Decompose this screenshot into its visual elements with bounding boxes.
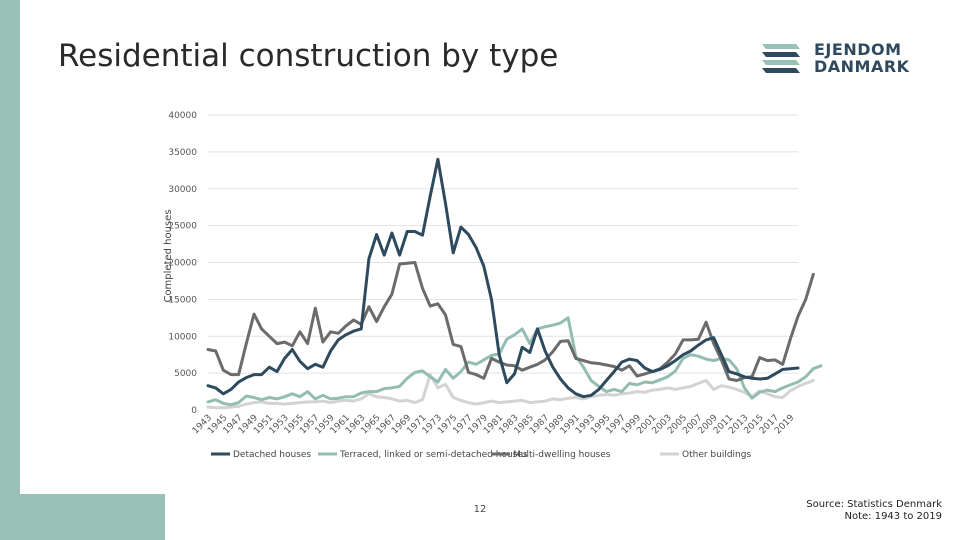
series-line-detached-houses <box>206 157 800 399</box>
y-axis-ticks: 0 5000 10000 15000 20000 25000 30000 35000 40000 <box>168 111 197 416</box>
series-line-other-buildings <box>206 373 815 410</box>
source-note: Source: Statistics Denmark Note: 1943 to… <box>806 499 942 523</box>
legend-item: Terraced, linked or semi-detached houses <box>318 450 528 460</box>
logo-mark-icon <box>762 44 800 73</box>
legend-item: Multi-dwelling houses <box>491 450 611 460</box>
y-tick-label: 10000 <box>168 332 197 342</box>
sidebar-accent <box>0 0 20 540</box>
legend-label: Terraced, linked or semi-detached houses <box>339 450 528 460</box>
legend: Detached houses Terraced, linked or semi-… <box>211 450 751 460</box>
series-line-multi-dwelling-houses <box>206 261 815 382</box>
y-tick-label: 0 <box>191 406 197 416</box>
legend-label: Other buildings <box>682 450 751 460</box>
page-title: Residential construction by type <box>58 38 559 74</box>
legend-item: Detached houses <box>211 450 311 460</box>
y-tick-label: 30000 <box>168 185 197 195</box>
series-lines <box>206 157 823 410</box>
y-tick-label: 20000 <box>168 259 197 269</box>
y-axis-label: Completed houses <box>163 209 174 302</box>
y-tick-label: 40000 <box>168 111 197 121</box>
y-tick-label: 35000 <box>168 148 197 158</box>
logo-line-1: EJENDOM <box>814 40 902 59</box>
note-line: Note: 1943 to 2019 <box>844 511 942 522</box>
corner-accent <box>0 494 165 540</box>
legend-label: Multi-dwelling houses <box>513 450 611 460</box>
source-line: Source: Statistics Denmark <box>806 499 942 510</box>
y-tick-label: 5000 <box>174 369 197 379</box>
legend-label: Detached houses <box>233 450 311 460</box>
ejendom-danmark-logo: EJENDOM DANMARK <box>760 40 910 80</box>
y-tick-label: 25000 <box>168 222 197 232</box>
y-tick-label: 15000 <box>168 295 197 305</box>
series-line-terraced-linked-or-semi-detached-houses <box>206 316 823 407</box>
logo-line-2: DANMARK <box>814 57 910 76</box>
x-axis-ticks: 1943194519471949195119531955195719591961… <box>191 413 797 436</box>
page-number: 12 <box>473 504 487 515</box>
legend-item: Other buildings <box>660 450 751 460</box>
